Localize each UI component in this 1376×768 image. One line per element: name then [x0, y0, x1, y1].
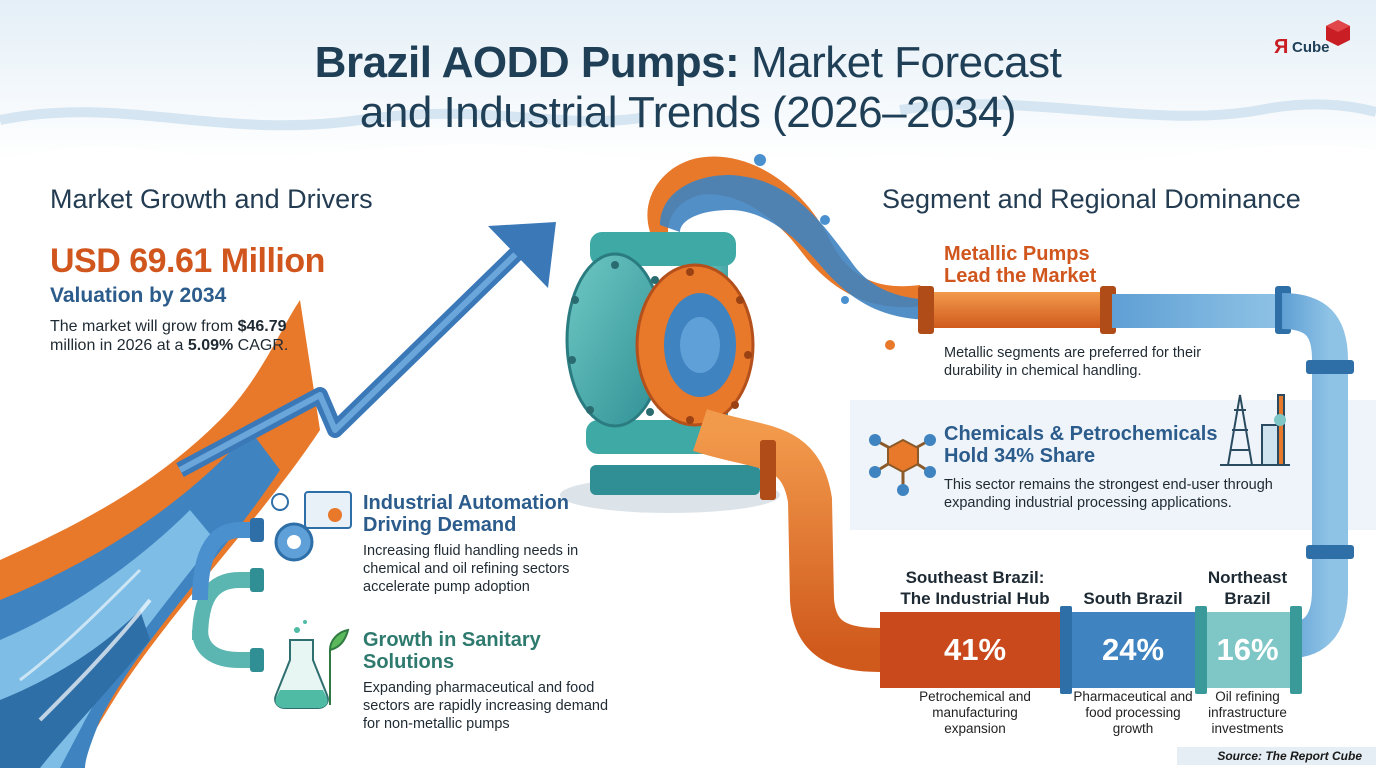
- gear-automation-icon: [271, 491, 352, 562]
- region-desc-l2: manufacturing: [932, 705, 1018, 720]
- driver-text-l1: Expanding pharmaceutical and food: [363, 680, 595, 696]
- region-southeast-name: Southeast Brazil: The Industrial Hub: [895, 567, 1055, 609]
- region-desc-l2: food processing: [1085, 705, 1181, 720]
- segment-heading: Segment and Regional Dominance: [882, 184, 1301, 214]
- page-title-line2: and Industrial Trends (2026–2034): [359, 88, 1017, 137]
- driver-heading-l1: Industrial Automation: [363, 492, 569, 514]
- brand-name: Cube: [1292, 39, 1330, 56]
- chem-heading-l2: Hold 34% Share: [944, 445, 1096, 467]
- region-desc-l1: Pharmaceutical and: [1073, 689, 1193, 704]
- growth-heading: Market Growth and Drivers: [50, 184, 373, 214]
- region-northeast-name: Northeast Brazil: [1195, 567, 1300, 609]
- cube-icon: [1326, 20, 1350, 46]
- region-southeast-pct: 41%: [943, 632, 1007, 667]
- region-southeast-desc: Petrochemical and manufacturing expansio…: [895, 689, 1055, 737]
- growth-desc-bold2: 5.09%: [187, 337, 234, 354]
- driver-card-automation: Industrial Automation Driving Demand Inc…: [363, 492, 663, 596]
- growth-desc-1: The market will grow from: [50, 318, 238, 335]
- chem-text-l2: expanding industrial processing applicat…: [944, 495, 1232, 511]
- metallic-heading-l2: Lead the Market: [944, 265, 1097, 287]
- driver-heading-l2: Driving Demand: [363, 514, 517, 536]
- chem-text: This sector remains the strongest end-us…: [944, 476, 1273, 512]
- page-title: Brazil AODD Pumps: Market Forecast: [0, 38, 1376, 88]
- region-desc-l2: infrastructure: [1208, 705, 1287, 720]
- metallic-heading-l1: Metallic Pumps: [944, 243, 1090, 265]
- region-south-pct: 24%: [1101, 632, 1165, 667]
- driver-text-l2: sectors are rapidly increasing demand: [363, 698, 609, 714]
- region-northeast-desc: Oil refining infrastructure investments: [1195, 689, 1300, 737]
- title-rest: Market Forecast: [739, 38, 1062, 87]
- region-name-l2: Brazil: [1224, 589, 1271, 608]
- region-name-l1: Northeast: [1207, 568, 1288, 587]
- region-desc-l3: investments: [1211, 721, 1284, 736]
- market-value-sub: Valuation by 2034: [50, 284, 227, 307]
- region-desc-l1: Petrochemical and: [919, 689, 1031, 704]
- region-name-l2: The Industrial Hub: [900, 589, 1050, 608]
- growth-description: The market will grow from $46.79 million…: [50, 317, 370, 355]
- region-name-l2: South Brazil: [1083, 589, 1183, 608]
- driver-heading-l1: Growth in Sanitary: [363, 629, 541, 651]
- metallic-text-l2: durability in chemical handling.: [944, 363, 1142, 379]
- region-south-name: South Brazil: [1068, 588, 1198, 609]
- region-desc-l3: expansion: [944, 721, 1006, 736]
- refinery-icon: [1220, 394, 1290, 466]
- growth-desc-2: million in 2026 at a: [50, 337, 188, 354]
- flask-plant-icon: [274, 620, 350, 709]
- driver-card-sanitary: Growth in Sanitary Solutions Expanding p…: [363, 629, 663, 733]
- chem-heading-l1: Chemicals & Petrochemicals: [944, 423, 1218, 445]
- driver-heading-l2: Solutions: [363, 651, 455, 673]
- metallic-heading: Metallic Pumps Lead the Market: [944, 243, 1096, 287]
- chem-text-l1: This sector remains the strongest end-us…: [944, 477, 1273, 493]
- region-desc-l1: Oil refining: [1215, 689, 1280, 704]
- region-desc-l3: growth: [1112, 721, 1154, 736]
- driver-text-l3: for non-metallic pumps: [363, 716, 510, 732]
- metallic-text: Metallic segments are preferred for thei…: [944, 344, 1201, 380]
- title-bold: Brazil AODD Pumps:: [314, 38, 740, 87]
- market-value: USD 69.61 Million: [50, 242, 325, 280]
- brand-logo: Я Cube: [1274, 20, 1354, 66]
- brand-mark: Я: [1274, 36, 1289, 58]
- driver-text-l3: accelerate pump adoption: [363, 579, 530, 595]
- driver-text-l1: Increasing fluid handling needs in: [363, 543, 579, 559]
- source-credit: Source: The Report Cube: [1177, 747, 1376, 765]
- metallic-text-l1: Metallic segments are preferred for thei…: [944, 345, 1202, 361]
- driver-text-l2: chemical and oil refining sectors: [363, 561, 570, 577]
- region-northeast-pct: 16%: [1216, 632, 1279, 667]
- region-south-desc: Pharmaceutical and food processing growt…: [1063, 689, 1203, 737]
- chem-heading: Chemicals & Petrochemicals Hold 34% Shar…: [944, 423, 1217, 467]
- growth-desc-3: CAGR.: [233, 337, 289, 354]
- growth-desc-bold1: $46.79: [237, 318, 287, 335]
- region-name-l1: Southeast Brazil:: [905, 568, 1045, 587]
